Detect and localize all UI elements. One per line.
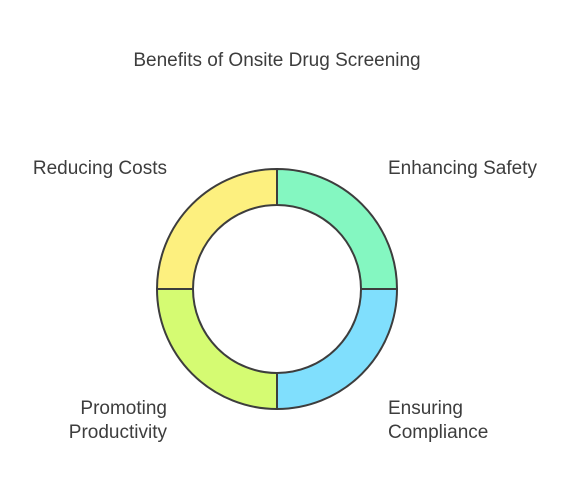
label-enhancing-safety: Enhancing Safety <box>388 158 537 179</box>
label-ensuring-compliance: Ensuring Compliance <box>388 398 489 443</box>
ring-segment-promoting-productivity <box>156 288 278 410</box>
diagram-title: Benefits of Onsite Drug Screening <box>133 50 421 71</box>
ring-segment-enhancing-safety <box>276 168 398 290</box>
ring-segment-reducing-costs <box>156 168 278 290</box>
label-promoting-productivity: Promoting Productivity <box>68 398 167 443</box>
label-reducing-costs: Reducing Costs <box>32 158 167 179</box>
ring-segment-ensuring-compliance <box>276 288 398 410</box>
